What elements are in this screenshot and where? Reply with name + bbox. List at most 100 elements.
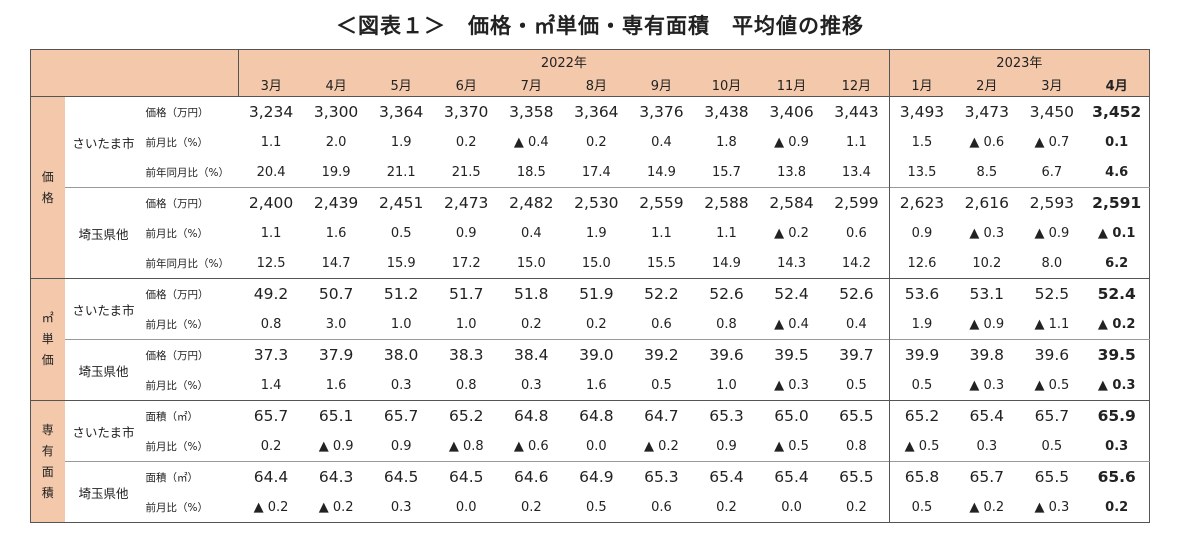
table-cell: 39.5	[1084, 339, 1150, 370]
table-cell: 13.5	[888, 157, 955, 188]
month-header: 2月	[954, 73, 1020, 97]
table-cell: 0.5	[651, 377, 672, 393]
table-cell: 12.5	[256, 255, 286, 271]
month-header: 11月	[759, 73, 825, 97]
table-cell: 51.2	[368, 278, 434, 309]
year-header: 2023年	[888, 49, 1150, 73]
month-header: 6月	[433, 73, 499, 97]
table-cell: 1.1	[716, 225, 737, 241]
table-cell: 65.3	[693, 400, 760, 431]
table-cell: 17.4	[581, 164, 611, 180]
metric-label: 前年同月比（%）	[145, 166, 229, 179]
month-header: 4月	[303, 73, 369, 97]
table-cell: 8.5	[976, 164, 998, 180]
table-cell: 65.7	[954, 461, 1020, 492]
table-cell: 0.3	[976, 438, 998, 454]
table-cell: ▲ 0.3	[969, 377, 1005, 393]
table-cell: 39.7	[824, 339, 890, 370]
table-cell: 0.8	[455, 377, 477, 393]
table-cell: 0.2	[520, 499, 542, 515]
table-cell: 39.5	[759, 339, 825, 370]
table-cell: 2,473	[433, 187, 499, 218]
table-cell: 64.6	[498, 461, 564, 492]
metric-label: 前年同月比（%）	[145, 257, 229, 270]
table-cell: 0.2	[1105, 499, 1129, 515]
table-cell: 2,588	[693, 187, 760, 218]
table-cell: 1.6	[325, 377, 347, 393]
table-cell: 8.0	[1041, 255, 1063, 271]
table-cell: 3,406	[759, 96, 825, 127]
table-cell: 0.9	[455, 225, 477, 241]
table-cell: 3,443	[824, 96, 890, 127]
category-label-text: ㎡単価	[41, 311, 54, 367]
table-cell: 0.5	[1041, 438, 1063, 454]
table-row: 価格 さいたま市 価格（万円） 3,234 3,300 3,364 3,370 3,358 3,…	[30, 96, 1150, 279]
table-cell: 0.2	[260, 438, 282, 454]
table-cell: 0.9	[716, 438, 737, 454]
table-cell: 3,358	[498, 96, 564, 127]
table-cell: 0.5	[586, 499, 607, 515]
table-cell: 2,530	[563, 187, 629, 218]
table-cell: 0.6	[651, 316, 672, 332]
region-label: 埼玉県他	[64, 461, 143, 523]
metric-label: 面積（㎡）	[142, 400, 239, 431]
table-cell: 65.4	[693, 461, 760, 492]
table-cell: 52.4	[759, 278, 825, 309]
table-cell: 0.3	[390, 377, 412, 393]
month-header: 10月	[693, 73, 760, 97]
table-cell: 14.9	[712, 255, 741, 271]
table-cell: ▲ 0.5	[888, 431, 955, 462]
table-cell: 0.1	[1105, 134, 1129, 150]
table-cell: 52.4	[1084, 278, 1150, 309]
metric-label: 前月比（%）	[145, 136, 208, 149]
table-cell: 2,584	[759, 187, 825, 218]
table-cell: 1.1	[260, 134, 282, 150]
table-cell: 39.0	[563, 339, 629, 370]
table-cell: 50.7	[303, 278, 369, 309]
header-year-row: 2022年 2023年	[30, 49, 1150, 97]
table-cell: ▲ 0.6	[513, 438, 549, 454]
table-row: 前月比（%） 0.8 3.0 1.0 1.0 0.2 0.2 0.6 0.8 ▲ 0.4 0.4 1.…	[31, 309, 1150, 340]
table-cell: 13.8	[777, 164, 807, 180]
table-cell: 65.1	[303, 400, 369, 431]
table-cell: 0.8	[260, 316, 282, 332]
table-cell: 6.2	[1105, 255, 1129, 271]
table-row: 前月比（%） 1.1 1.6 0.5 0.9 0.4 1.9 1.1 1.1 ▲ 0.2 0.6 0.…	[31, 218, 1150, 248]
table-cell: 38.3	[433, 339, 499, 370]
table-cell: 64.3	[303, 461, 369, 492]
table-cell: 1.1	[260, 225, 282, 241]
table-cell: ▲ 0.3	[1097, 377, 1136, 393]
table-cell: 64.8	[563, 400, 629, 431]
table-cell: 0.4	[846, 316, 867, 332]
table-cell: 65.2	[433, 400, 499, 431]
table-cell: 52.6	[824, 278, 890, 309]
table-cell: 3,300	[303, 96, 369, 127]
table-cell: 64.7	[628, 400, 694, 431]
table-cell: 64.5	[368, 461, 434, 492]
header-corner	[30, 49, 240, 97]
table-cell: 2,623	[888, 187, 955, 218]
metric-label: 前月比（%）	[145, 227, 208, 240]
table-cell: 1.8	[716, 134, 737, 150]
table-row: 埼玉県他 価格（万円） 2,400 2,439 2,451 2,473 2,482 2,530…	[31, 187, 1150, 279]
table-cell: 38.4	[498, 339, 564, 370]
table-cell: 10.2	[972, 255, 1002, 271]
table-cell: 37.3	[238, 339, 304, 370]
table-cell: 0.2	[846, 499, 867, 515]
table-cell: 52.5	[1019, 278, 1085, 309]
month-header: 3月	[1019, 73, 1085, 97]
month-header: 9月	[628, 73, 694, 97]
table-cell: 2,451	[368, 187, 434, 218]
table-row: 専有面積 さいたま市 面積（㎡） 65.7 65.1 65.7 65.2 64.8 64.8 64…	[30, 400, 1150, 523]
table-cell: 12.6	[888, 248, 955, 279]
metric-label: 価格（万円）	[142, 339, 239, 370]
table-cell: 0.0	[781, 499, 802, 515]
table-cell: 39.9	[888, 339, 955, 370]
table-cell: 1.5	[888, 127, 955, 157]
table-row: 前月比（%） 1.4 1.6 0.3 0.8 0.3 1.6 0.5 1.0 ▲ 0.3 0.5 0.…	[31, 370, 1150, 401]
month-header: 3月	[238, 73, 304, 97]
table-cell: 1.0	[455, 316, 477, 332]
table-row: 埼玉県他 価格（万円） 37.3 37.9 38.0 38.3 38.4 39.0 39.2 39…	[31, 339, 1150, 401]
table-cell: 0.2	[586, 316, 607, 332]
table-cell: 18.5	[516, 164, 546, 180]
